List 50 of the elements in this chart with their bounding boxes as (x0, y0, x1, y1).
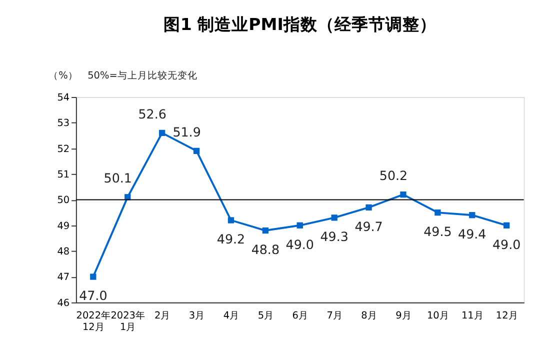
point (228, 217, 234, 224)
x-tick-label: 6月 (292, 310, 308, 322)
x-tick-label: 4月 (223, 310, 240, 322)
point (262, 227, 269, 234)
x-tick-label: 2023年 1月 (110, 309, 146, 334)
point (158, 130, 166, 136)
x-tick-label: 10月 (426, 310, 450, 322)
y-tick-label: 53 (57, 118, 70, 130)
x-tick-label: 7月 (326, 310, 343, 322)
point (434, 209, 441, 216)
text: 50.1 (104, 170, 132, 186)
text: 48.8 (251, 242, 280, 257)
text: 49.2 (216, 232, 246, 247)
chart-title: 图1 制造业PMI指数（经季节调整） (163, 14, 436, 34)
y-tick-label: 54 (57, 92, 70, 104)
point (400, 191, 406, 198)
text: 50%=与上月比较无变化 (88, 69, 198, 82)
text: 49.4 (458, 226, 486, 242)
x-tick-label: 2022年 12月 (76, 309, 112, 334)
x-tick-label: 5月 (258, 310, 274, 322)
x-tick-label: 8月 (361, 310, 378, 322)
text: （%） (48, 70, 78, 82)
point (469, 212, 476, 218)
text: 49.7 (354, 218, 383, 234)
point (504, 222, 510, 228)
y-tick-label: 51 (57, 169, 70, 180)
x-tick-label: 9月 (396, 310, 412, 322)
text: 49.0 (286, 236, 314, 252)
y-tick-label: 52 (57, 144, 70, 155)
y-tick-label: 48 (57, 246, 70, 258)
x-tick-label: 3月 (188, 310, 206, 322)
text: 51.9 (172, 124, 201, 140)
text: 49.3 (320, 229, 348, 244)
x-tick-label: 12月 (496, 310, 518, 322)
y-tick-label: 50 (57, 195, 70, 206)
point (366, 204, 372, 210)
text: 50.2 (379, 168, 408, 183)
point (331, 214, 338, 221)
y-tick-label: 49 (57, 220, 70, 232)
y-tick-label: 46 (57, 298, 70, 309)
point (296, 222, 303, 228)
y-tick-label: 47 (57, 272, 70, 284)
point (193, 148, 200, 154)
x-tick-label: 11月 (461, 310, 484, 322)
text: 49.5 (424, 224, 452, 239)
x-tick-label: 2月 (154, 310, 171, 322)
text: 52.6 (138, 106, 166, 122)
text: 49.0 (492, 236, 521, 252)
text: 47.0 (79, 288, 108, 304)
point (90, 274, 96, 280)
